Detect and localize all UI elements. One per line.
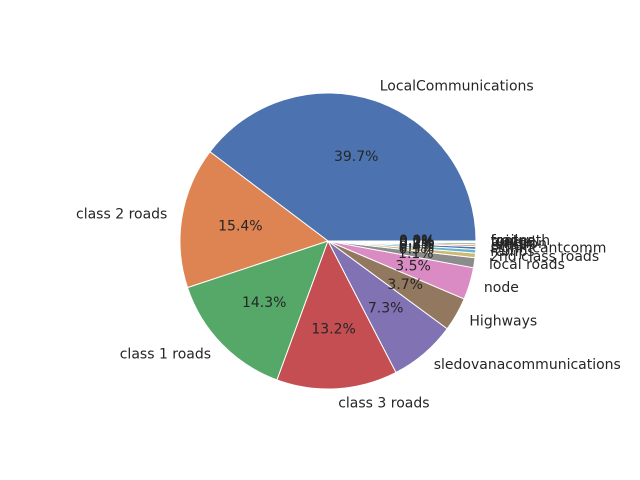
pie-label-sledovanacommunications: sledovanacommunications [434,357,621,373]
pie-percent-2nd-class-roads: 0.5% [399,242,435,258]
pie-slice-localcommunications [209,92,477,242]
pie-slice-class-3-roads [276,240,397,390]
pie-label-tunnel: tunnel [491,235,536,251]
pie-slice-class-2-roads [179,151,329,289]
pie-percent-bridge: 0.1% [399,233,435,249]
pie-label-other: other [491,238,529,254]
pie-percent-highways: 3.7% [387,277,423,293]
pie-percent-sledovanacommunications: 7.3% [368,301,404,317]
pie-label-trail: trail [491,233,519,249]
pie-percent-localcommunications: 39.7% [334,149,378,165]
pie-labels: LocalCommunications class 2 roads class 1 … [76,79,621,412]
pie-percent-class-3-roads: 13.2% [311,322,355,338]
pie-percent-junction: 0.2% [399,235,435,251]
pie-label-highways: Highways [469,314,537,330]
pie-label-localcommunications: LocalCommunications [380,79,534,95]
pie-label-junction: junction [490,236,547,252]
pie-label-significantcomm: significantcomm [491,241,607,257]
pie-percent-footpath: 0.0% [399,233,435,249]
pie-percent-significantcomm: 0.3% [399,237,435,253]
pie-label-node: node [484,280,519,296]
pie-percent-class-1-roads: 14.3% [242,295,286,311]
pie-label-2nd-class-roads: 2nd class roads [490,249,599,265]
pie-label-ramps: ramps [490,244,534,260]
pie-percent-labels: 39.7% 15.4% 14.3% 13.2% 7.3% 3.7% 3.5%1.1%0.5%… [218,149,434,338]
pie-slices [179,92,477,390]
pie-label-class-2-roads: class 2 roads [76,207,167,223]
pie-label-footpath: footpath [491,233,550,249]
pie-percent-tunnel: 0.1% [399,234,435,250]
pie-percent-trail: 0.0% [399,233,435,249]
pie-label-local-roads: local roads [489,257,565,273]
pie-slice-bridge [327,240,477,243]
pie-percent-local-roads: 1.1% [398,246,434,262]
pie-percent-ramps: 0.4% [399,239,435,255]
pie-slice-class-1-roads [187,240,329,381]
pie-percent-other: 0.2% [399,236,435,252]
pie-percent-class-2-roads: 15.4% [218,219,262,235]
pie-percent-node: 3.5% [395,259,431,275]
pie-label-class-1-roads: class 1 roads [120,346,211,362]
pie-label-bridge: bridge [491,234,536,250]
pie-label-class-3-roads: class 3 roads [338,395,429,411]
